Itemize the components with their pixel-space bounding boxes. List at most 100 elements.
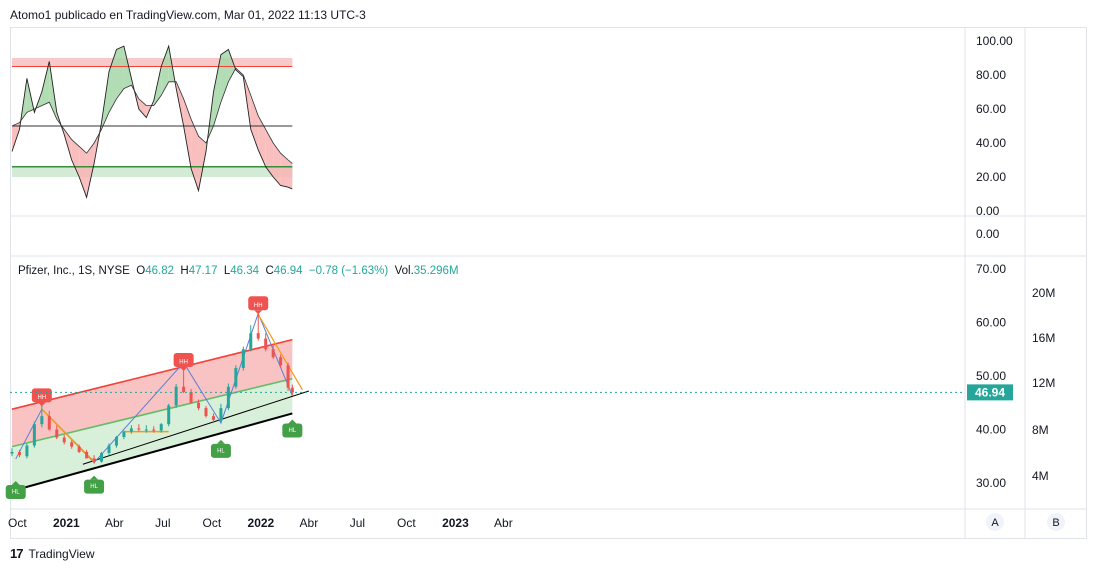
- oscillator-axis-tick-label: 100.00: [976, 34, 1013, 48]
- scale-button: [1047, 513, 1065, 531]
- oscillator-fast-line: [11, 44, 293, 200]
- candle-body: [137, 428, 141, 430]
- hl-marker: HL: [210, 439, 231, 458]
- marker-badge: [282, 423, 303, 438]
- oscillator-axis-tick-label: 80.00: [976, 68, 1006, 82]
- candle-body: [290, 387, 294, 393]
- hh-marker: HH: [31, 388, 52, 407]
- channel-green-fill: [12, 378, 293, 492]
- marker-label: HL: [217, 448, 225, 454]
- time-axis-label: 2023: [442, 516, 469, 530]
- price-axis-tick-label: 30.00: [976, 476, 1006, 490]
- volume-label: Vol.: [394, 265, 414, 277]
- hh-marker: HH: [248, 296, 269, 315]
- volume-axis-tick-label: 20M: [1032, 286, 1055, 300]
- oscillator-slow-line: [11, 67, 293, 164]
- marker-badge: [210, 443, 231, 458]
- oscillator-fill-segment: [288, 160, 293, 189]
- volume-axis-tick-label: 12M: [1032, 376, 1055, 390]
- marker-pointer: [11, 481, 20, 486]
- oscillator-fill-segment: [71, 139, 80, 177]
- marker-label: HL: [12, 490, 20, 496]
- candle-body: [182, 386, 186, 393]
- candle-body: [204, 408, 208, 417]
- tradingview-brand[interactable]: TradingView: [28, 546, 95, 561]
- oscillator-fill-segment: [12, 122, 20, 152]
- channel-mid-line: [11, 377, 293, 448]
- footer: 17 TradingView: [10, 546, 95, 561]
- oscillator-fill-segment: [109, 49, 117, 113]
- oscillator-fill-segment: [273, 143, 281, 186]
- marker-label: HH: [254, 303, 263, 309]
- time-axis-label: Abr: [105, 516, 124, 530]
- low-label: L: [223, 265, 231, 277]
- candle-body: [144, 429, 148, 431]
- candle-body: [197, 402, 201, 409]
- volume-axis-tick-label: 8M: [1032, 423, 1049, 437]
- candle-body: [107, 445, 111, 454]
- candle-body: [25, 445, 29, 457]
- candle-body: [92, 458, 96, 462]
- high-label: H: [180, 265, 189, 277]
- falling-trendline: [257, 314, 303, 391]
- oscillator-fill-segment: [41, 61, 50, 106]
- candle-body: [219, 408, 223, 420]
- hl-marker: HL: [84, 475, 105, 494]
- price-axis-tick-label: 70.00: [976, 262, 1006, 276]
- volume-axis-tick-label: 16M: [1032, 331, 1055, 345]
- scale-button-label: B: [1052, 517, 1059, 529]
- oscillator-fill-segment: [161, 46, 169, 96]
- candle-body: [122, 431, 126, 437]
- candle-body: [47, 416, 51, 430]
- candle-body: [241, 349, 245, 368]
- candle-body: [85, 451, 89, 459]
- price-pane: HH HH HH HL HL HL HL: [5, 296, 965, 500]
- candle-body: [189, 392, 193, 403]
- candle-body: [10, 451, 14, 454]
- oscillator-fill-segment: [86, 143, 95, 198]
- candle-body: [114, 436, 118, 446]
- time-axis-label: Jul: [155, 516, 170, 530]
- marker-badge: [84, 479, 105, 494]
- tradingview-logo-icon: 17: [10, 546, 24, 561]
- oscillator-fill-segment: [265, 129, 274, 177]
- oscillator-axis-tick-label: 20.00: [976, 170, 1006, 184]
- candle-body: [152, 429, 156, 431]
- oscillator-fill-segment: [250, 95, 259, 150]
- publish-header: Atomo1 publicado en TradingView.com, Mar…: [10, 8, 366, 22]
- candle-body: [234, 367, 238, 387]
- marker-pointer: [216, 439, 225, 444]
- time-axis-label: Abr: [300, 516, 319, 530]
- oscillator-pane: [11, 44, 293, 200]
- open-value: 46.82: [145, 265, 174, 277]
- marker-label: HH: [179, 360, 188, 366]
- price-axis-tick-label: 50.00: [976, 369, 1006, 383]
- scale-button-label: A: [991, 517, 999, 529]
- candle-body: [211, 416, 215, 420]
- high-value: 47.17: [188, 265, 218, 277]
- channel-lower-line: [11, 412, 293, 492]
- time-axis-label: Jul: [350, 516, 365, 530]
- candle-body: [17, 451, 21, 456]
- oscillator-upper-band: [12, 58, 293, 67]
- candle-body: [174, 386, 178, 406]
- oscillator-axis-tick-label: 60.00: [976, 102, 1006, 116]
- candle-body: [62, 437, 66, 443]
- time-axis-label: 2022: [248, 516, 275, 530]
- price-axis-tick-label: 60.00: [976, 316, 1006, 330]
- oscillator-fill-segment: [213, 54, 221, 126]
- marker-pointer: [254, 310, 263, 315]
- oscillator-fill-segment: [183, 98, 192, 169]
- close-label: C: [265, 265, 274, 277]
- time-axis-label: Oct: [8, 516, 27, 530]
- candle-body: [129, 428, 133, 432]
- marker-badge: [173, 353, 194, 368]
- channel-red-fill: [12, 339, 293, 447]
- candle-body: [264, 338, 268, 350]
- open-label: O: [136, 265, 146, 277]
- chart-frame: [10, 27, 1087, 539]
- candle-body: [77, 446, 81, 452]
- axes: 100.00 80.00 60.00 40.00 20.00 0.00 0.00 46.94 7…: [8, 27, 1087, 539]
- marker-badge: [31, 388, 52, 403]
